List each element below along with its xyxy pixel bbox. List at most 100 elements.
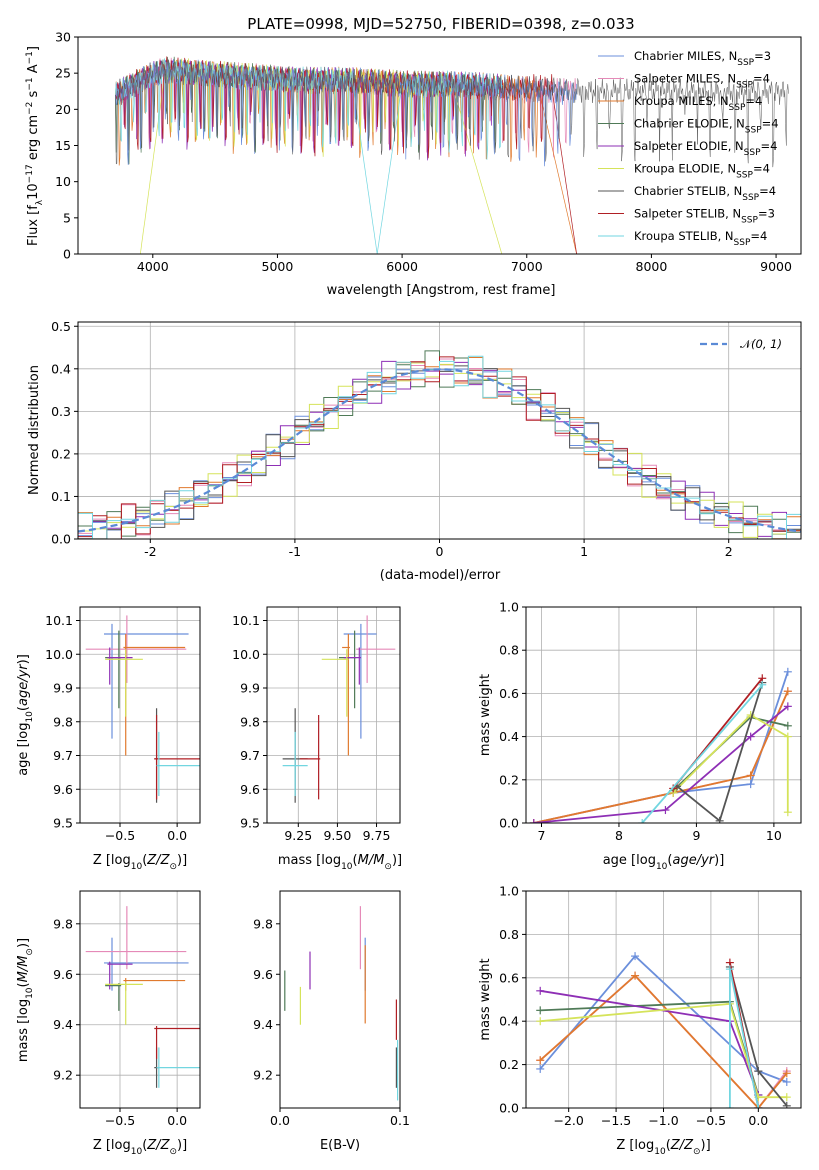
y-tick-label: 0.0 bbox=[51, 532, 71, 547]
axes-frame bbox=[525, 606, 802, 824]
weight-line-kroupa-stelib bbox=[641, 684, 763, 823]
y-tick-label: 9.9 bbox=[240, 681, 260, 696]
x-tick-label: 9.25 bbox=[284, 828, 312, 843]
y-tick-label: 15 bbox=[55, 138, 71, 153]
plot-area bbox=[78, 350, 801, 539]
plot-area bbox=[529, 667, 792, 823]
y-tick-label: 9.9 bbox=[53, 681, 73, 696]
y-tick-label: 0.3 bbox=[51, 404, 71, 419]
y-tick-label: 0.6 bbox=[499, 686, 519, 701]
y-tick-label: 0.0 bbox=[499, 816, 519, 831]
y-tick-label: 0.2 bbox=[51, 446, 71, 461]
x-tick-label: 9 bbox=[692, 828, 700, 843]
legend-label: Chabrier MILES, NSSP=3 bbox=[634, 49, 771, 68]
x-tick-label: 2 bbox=[725, 544, 733, 559]
y-axis-label: mass weight bbox=[478, 674, 493, 756]
y-tick-label: 0.5 bbox=[51, 319, 71, 334]
x-tick-label: 1 bbox=[580, 544, 588, 559]
x-tick-label: −1.5 bbox=[601, 1113, 631, 1128]
y-tick-label: 20 bbox=[55, 102, 71, 117]
y-tick-label: 0.4 bbox=[51, 361, 71, 376]
weight-vs-metallicity-panel: −2.0 −1.5 −1.0 −0.5 0.0 0.0 0.2 0.4 0.6 0.8 1.0 Z [… bbox=[478, 884, 802, 1157]
plot-area bbox=[115, 56, 789, 254]
y-tick-label: 9.6 bbox=[240, 782, 260, 797]
legend-label: Kroupa STELIB, NSSP=4 bbox=[634, 229, 767, 248]
y-tick-label: 10.1 bbox=[232, 613, 260, 628]
x-tick-label: 9.50 bbox=[323, 828, 351, 843]
x-tick-label: −0.5 bbox=[696, 1113, 726, 1128]
axes-frame bbox=[279, 890, 401, 1109]
axes-frame bbox=[266, 606, 401, 824]
y-tick-label: 10.0 bbox=[45, 647, 73, 662]
x-axis-label: age [log10(age/yr)] bbox=[603, 853, 725, 872]
weight-line-salpeter-miles bbox=[533, 690, 789, 823]
y-axis-label: age [log10(age/yr)] bbox=[16, 654, 35, 776]
spectrum-line-chabrier-stelib bbox=[115, 59, 789, 168]
y-tick-label: 0.8 bbox=[499, 927, 519, 942]
x-tick-label: −0.5 bbox=[105, 828, 135, 843]
weight-line-chabrier-stelib bbox=[676, 682, 764, 823]
x-tick-label: 5000 bbox=[262, 259, 294, 274]
x-tick-label: 0.1 bbox=[390, 1113, 410, 1128]
y-tick-label: 0.2 bbox=[499, 1057, 519, 1072]
x-axis-label: mass [log10(M/M⊙)] bbox=[278, 853, 402, 872]
x-tick-label: 0.0 bbox=[167, 828, 187, 843]
y-tick-label: 0.4 bbox=[499, 1014, 519, 1029]
weight-line-salpeter-elodie bbox=[533, 705, 789, 823]
plot-area bbox=[536, 952, 791, 1108]
x-tick-label: −2.0 bbox=[553, 1113, 583, 1128]
weight-line-chabrier-miles bbox=[539, 954, 788, 1083]
y-tick-label: 0.1 bbox=[51, 489, 71, 504]
legend: Chabrier MILES, NSSP=3 Salpeter MILES, NS… bbox=[598, 49, 779, 248]
legend-label: Chabrier STELIB, NSSP=4 bbox=[634, 184, 776, 203]
y-tick-label: 0.4 bbox=[499, 729, 519, 744]
mass-vs-metallicity-panel: −0.5 0.0 9.2 9.4 9.6 9.8 Z [log10(Z/Z⊙)] mass [… bbox=[16, 890, 201, 1157]
y-tick-label: 1.0 bbox=[499, 884, 519, 899]
weight-line-chabrier-elodie bbox=[540, 1000, 760, 1096]
y-tick-label: 5 bbox=[63, 210, 71, 225]
y-tick-label: 9.4 bbox=[53, 1017, 73, 1032]
legend-label: Salpeter ELODIE, NSSP=4 bbox=[634, 139, 777, 158]
normal-curve bbox=[78, 368, 801, 533]
x-tick-label: −1.0 bbox=[648, 1113, 678, 1128]
y-tick-label: 10.0 bbox=[232, 647, 260, 662]
weight-line-salpeter-elodie bbox=[540, 989, 760, 1096]
weight-line-kroupa-miles bbox=[539, 974, 788, 1108]
y-tick-label: 9.5 bbox=[240, 816, 260, 831]
x-tick-label: 0.0 bbox=[748, 1113, 768, 1128]
y-tick-label: 9.8 bbox=[253, 916, 273, 931]
plot-area bbox=[85, 615, 200, 803]
y-tick-label: 0.2 bbox=[499, 772, 519, 787]
y-tick-label: 9.8 bbox=[53, 714, 73, 729]
legend-label: 𝒩(0, 1) bbox=[740, 337, 782, 351]
legend-label: Salpeter STELIB, NSSP=3 bbox=[634, 207, 775, 226]
weight-line-kroupa-stelib bbox=[729, 968, 760, 1108]
x-axis-label: (data-model)/error bbox=[380, 568, 501, 583]
x-axis-label: Z [log10(Z/Z⊙)] bbox=[93, 1138, 187, 1157]
x-tick-label: -2 bbox=[144, 544, 156, 559]
y-tick-label: 10 bbox=[55, 174, 71, 189]
y-tick-label: 0 bbox=[63, 247, 71, 262]
y-tick-label: 9.8 bbox=[53, 916, 73, 931]
x-tick-label: 0.0 bbox=[167, 1113, 187, 1128]
y-axis-label: mass weight bbox=[478, 958, 493, 1040]
weight-vs-age-panel: 7 8 9 10 0.0 0.2 0.4 0.6 0.8 1.0 age [log10(age/yr… bbox=[478, 600, 802, 872]
x-tick-label: -1 bbox=[289, 544, 301, 559]
x-tick-label: 4000 bbox=[137, 259, 169, 274]
plot-area bbox=[85, 906, 200, 1088]
y-tick-label: 9.6 bbox=[253, 967, 273, 982]
y-tick-label: 0.0 bbox=[499, 1101, 519, 1116]
y-tick-label: 9.4 bbox=[253, 1017, 273, 1032]
x-axis-label: Z [log10(Z/Z⊙)] bbox=[93, 853, 187, 872]
x-tick-label: 8 bbox=[615, 828, 623, 843]
y-tick-label: 0.8 bbox=[499, 643, 519, 658]
y-tick-label: 9.7 bbox=[240, 748, 260, 763]
y-tick-label: 25 bbox=[55, 66, 71, 81]
age-vs-mass-panel: 9.25 9.50 9.75 9.5 9.6 9.7 9.8 9.9 10.0 10.1 mass … bbox=[232, 606, 402, 872]
residuals-panel: -2 -1 0 1 2 0.0 0.1 0.2 0.3 0.4 0.5 (data-model)/er… bbox=[27, 319, 802, 583]
x-tick-label: −0.5 bbox=[105, 1113, 135, 1128]
x-axis-label: Z [log10(Z/Z⊙)] bbox=[616, 1138, 710, 1157]
axes-frame bbox=[79, 606, 201, 824]
y-tick-label: 0.6 bbox=[499, 970, 519, 985]
